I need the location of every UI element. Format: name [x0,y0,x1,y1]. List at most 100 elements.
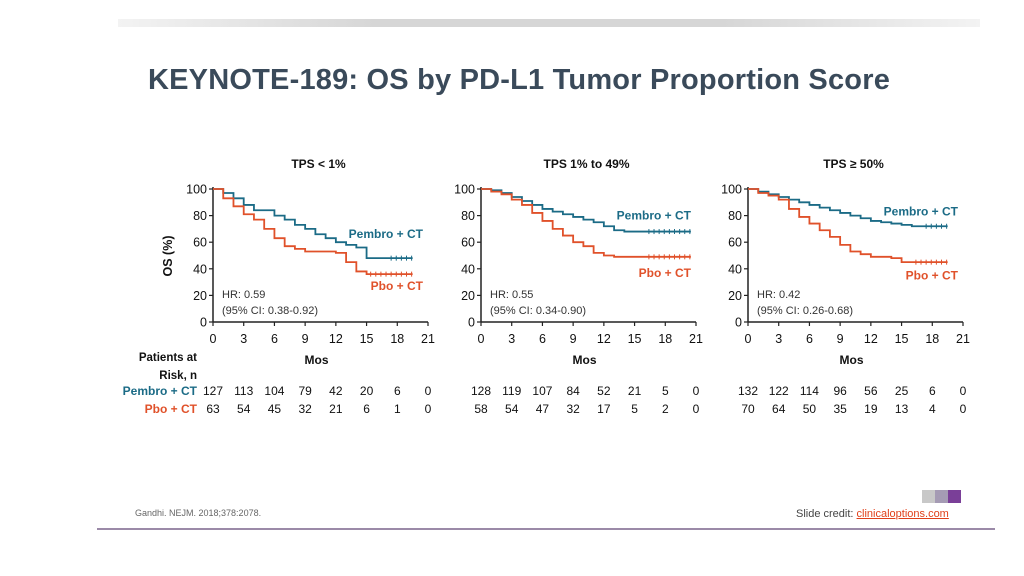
chart-title: TPS ≥ 50% [823,157,884,171]
at-risk-value: 52 [597,384,611,398]
ci-label: (95% CI: 0.26-0.68) [757,305,853,317]
km-curve-pbo [213,188,413,276]
series-label-pbo: Pbo + CT [371,279,424,293]
x-tick-label: 18 [658,332,672,346]
x-tick-label: 3 [240,332,247,346]
at-risk-value: 132 [738,384,758,398]
at-risk-value: 32 [566,402,580,416]
at-risk-value: 5 [631,402,638,416]
y-tick-label: 80 [193,209,207,223]
x-tick-label: 6 [271,332,278,346]
x-tick-label: 3 [508,332,515,346]
y-tick-label: 0 [735,316,742,330]
series-label-pembro: Pembro + CT [884,205,959,219]
series-label-pembro: Pembro + CT [617,209,692,223]
y-tick-label: 0 [200,316,207,330]
at-risk-value: 17 [597,402,611,416]
at-risk-value: 20 [360,384,374,398]
x-tick-label: 9 [302,332,309,346]
at-risk-value: 6 [929,384,936,398]
at-risk-value: 70 [741,402,755,416]
x-tick-label: 0 [478,332,485,346]
at-risk-value: 113 [234,384,253,398]
x-tick-label: 9 [837,332,844,346]
x-tick-label: 21 [421,332,435,346]
at-risk-value: 0 [960,384,967,398]
at-risk-value: 4 [929,402,936,416]
x-tick-label: 6 [539,332,546,346]
x-axis-label: Mos [573,353,597,367]
at-risk-value: 50 [803,402,817,416]
at-risk-value: 35 [833,402,847,416]
at-risk-value: 84 [566,384,580,398]
slide-title: KEYNOTE-189: OS by PD-L1 Tumor Proportio… [148,64,891,96]
at-risk-value: 54 [505,402,519,416]
risk-row-label-pembro: Pembro + CT [123,384,198,398]
km-curve-pembro [213,188,413,260]
x-tick-label: 18 [390,332,404,346]
at-risk-value: 54 [237,402,251,416]
slide-credit-prefix: Slide credit: [796,508,857,520]
at-risk-value: 45 [268,402,282,416]
at-risk-value: 79 [298,384,312,398]
at-risk-value: 128 [471,384,491,398]
x-tick-label: 12 [329,332,343,346]
at-risk-value: 114 [800,384,819,398]
at-risk-value: 119 [502,384,521,398]
y-tick-label: 100 [186,183,207,197]
km-curve-pbo [748,188,948,264]
hr-label: HR: 0.42 [757,289,800,301]
ci-label: (95% CI: 0.34-0.90) [490,305,586,317]
at-risk-value: 21 [628,384,642,398]
at-risk-value: 107 [532,384,552,398]
chart-title: TPS < 1% [291,157,346,171]
at-risk-value: 104 [264,384,284,398]
at-risk-value: 47 [536,402,550,416]
at-risk-value: 58 [474,402,488,416]
x-axis-label: Mos [305,353,329,367]
bottom-divider [97,528,995,530]
y-tick-label: 40 [461,262,475,276]
y-tick-label: 60 [728,236,742,250]
hr-label: HR: 0.55 [490,289,533,301]
at-risk-value: 1 [394,402,401,416]
at-risk-value: 5 [662,384,669,398]
at-risk-value: 64 [772,402,786,416]
y-tick-label: 80 [461,209,475,223]
cco-logo-icon [922,490,961,503]
x-tick-label: 21 [689,332,703,346]
at-risk-value: 6 [394,384,401,398]
at-risk-value: 56 [864,384,878,398]
x-tick-label: 0 [745,332,752,346]
risk-row-label-pbo: Pbo + CT [145,402,198,416]
at-risk-value: 0 [425,384,432,398]
y-tick-label: 100 [721,183,742,197]
series-label-pbo: Pbo + CT [639,266,692,280]
x-tick-label: 0 [210,332,217,346]
y-tick-label: 40 [728,262,742,276]
hr-label: HR: 0.59 [222,289,265,301]
series-label-pbo: Pbo + CT [906,268,959,282]
y-tick-label: 20 [461,289,475,303]
y-tick-label: 40 [193,262,207,276]
at-risk-value: 19 [864,402,878,416]
x-tick-label: 12 [597,332,611,346]
y-tick-label: 60 [461,236,475,250]
x-axis-label: Mos [840,353,864,367]
km-curve-pbo [481,188,691,258]
at-risk-value: 63 [206,402,220,416]
at-risk-value: 21 [329,402,343,416]
risk-header-line1: Patients at [139,352,197,364]
top-divider-bar [118,19,980,27]
slide-credit: Slide credit: clinicaloptions.com [796,508,949,520]
x-tick-label: 9 [570,332,577,346]
series-label-pembro: Pembro + CT [349,227,424,241]
y-tick-label: 20 [728,289,742,303]
at-risk-value: 42 [329,384,343,398]
at-risk-value: 122 [769,384,789,398]
at-risk-value: 32 [298,402,312,416]
y-tick-label: 60 [193,236,207,250]
y-tick-label: 20 [193,289,207,303]
slide-credit-link[interactable]: clinicaloptions.com [856,508,949,520]
